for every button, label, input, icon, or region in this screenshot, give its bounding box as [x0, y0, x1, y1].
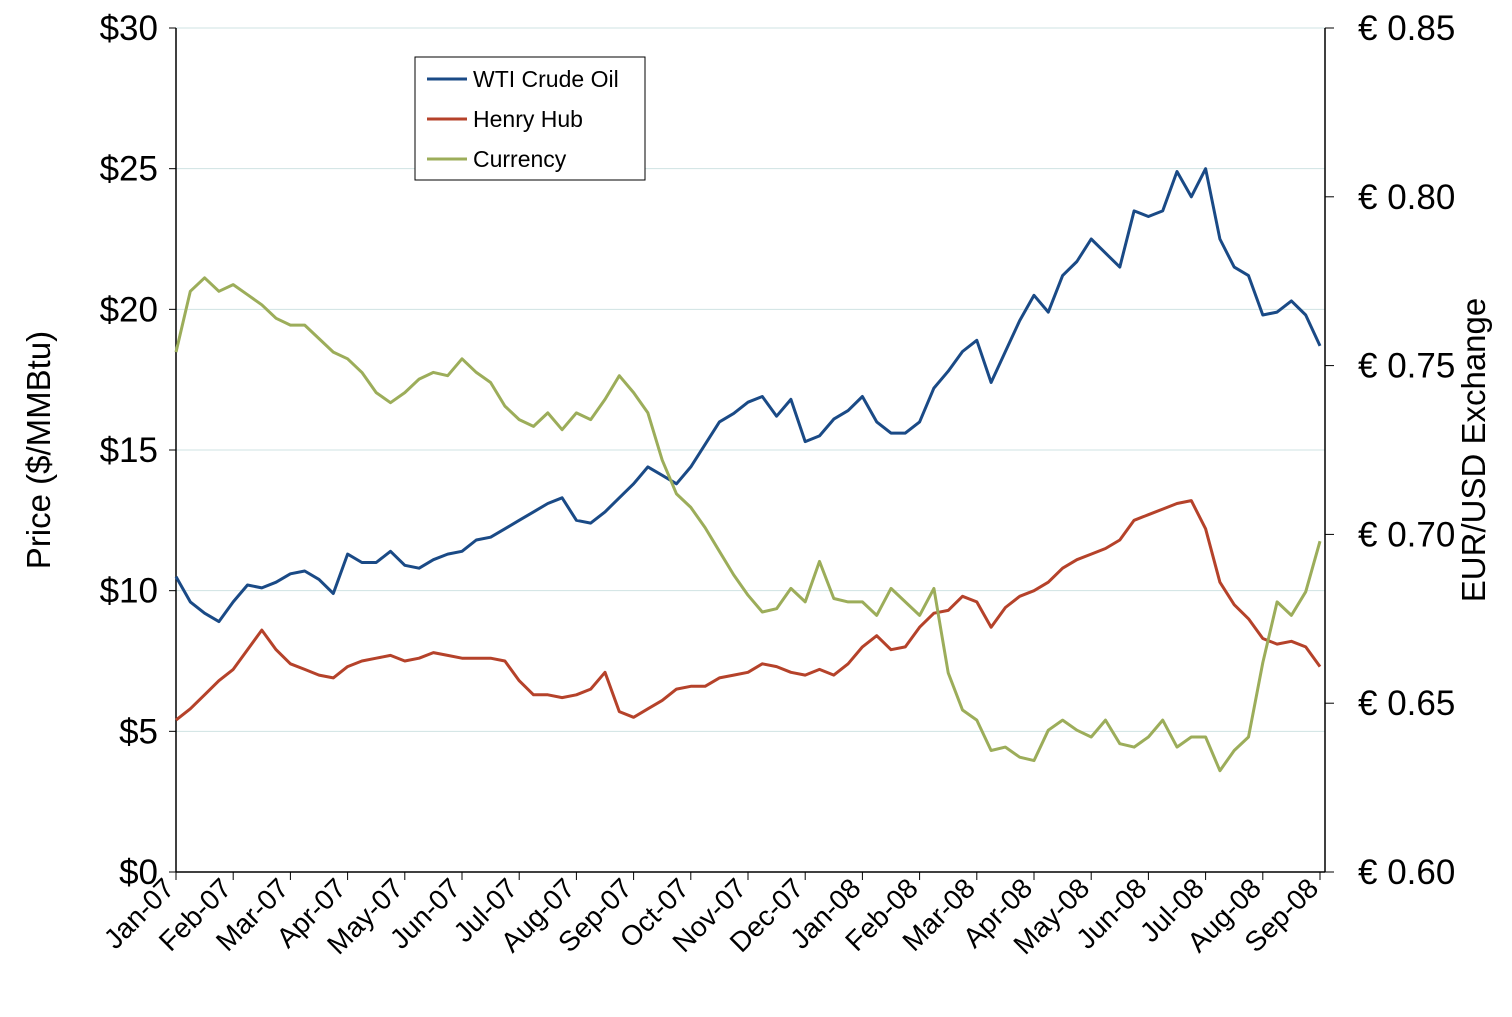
legend: WTI Crude Oil Henry Hub Currency — [414, 56, 646, 181]
y2-axis-title: EUR/USD Exchange — [1455, 298, 1492, 602]
legend-label: Currency — [473, 146, 567, 172]
y-tick-label: $10 — [100, 572, 158, 611]
y2-tick-label: € 0.75 — [1358, 347, 1455, 386]
y-tick-label: $20 — [100, 290, 158, 329]
y-tick-label: $0 — [119, 853, 158, 892]
y2-tick-label: € 0.60 — [1358, 853, 1455, 892]
y2-tick-label: € 0.70 — [1358, 515, 1455, 554]
legend-label: WTI Crude Oil — [473, 66, 619, 92]
series-line — [174, 167, 1322, 624]
y-tick-label: $30 — [100, 9, 158, 48]
series-line — [174, 276, 1322, 773]
y-tick-label: $15 — [100, 431, 158, 470]
y2-tick-label: € 0.85 — [1358, 9, 1455, 48]
legend-label: Henry Hub — [473, 106, 583, 132]
y2-tick-label: € 0.80 — [1358, 178, 1455, 217]
y2-tick-label: € 0.65 — [1358, 684, 1455, 723]
y-axis-title: Price ($/MMBtu) — [20, 331, 57, 569]
y-tick-label: $5 — [119, 712, 158, 751]
y-tick-label: $25 — [100, 150, 158, 189]
series-line — [175, 499, 1322, 722]
